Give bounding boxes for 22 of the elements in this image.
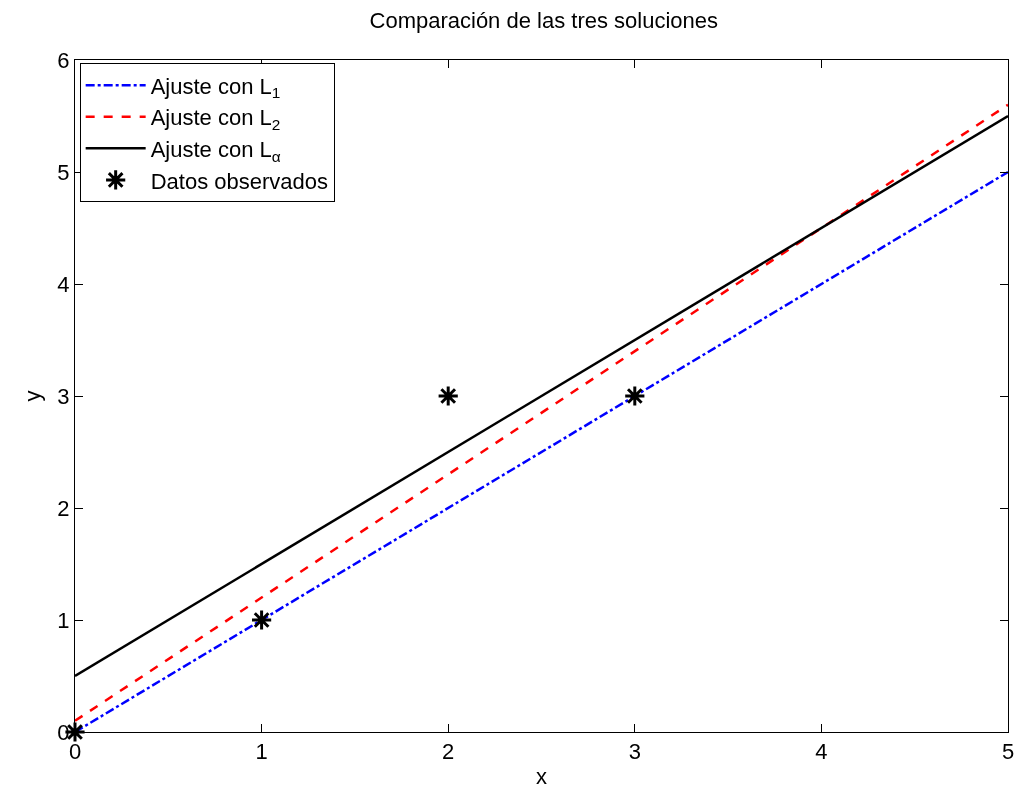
chart-title: Comparación de las tres soluciones [369,7,719,33]
x-tick-label: 5 [1001,739,1015,765]
legend-label: Ajuste con L$_{1}$ [150,73,281,102]
x-tick-label: 4 [815,739,828,765]
y-tick-label: 6 [57,47,70,73]
y-axis-title: y [20,390,46,402]
y-tick-label: 2 [57,495,70,521]
y-tick-label: 1 [57,607,70,633]
point [437,384,460,408]
y-tick-label: 4 [57,271,70,297]
x-tick-label: 2 [442,739,455,765]
legend-label: Ajuste con L$_{2}$ [150,105,281,133]
x-tick-label: 3 [628,739,641,765]
legend-label: Datos observados [150,168,328,194]
legend-label: Ajuste con L$_{α}$ [150,136,281,165]
point [250,608,273,632]
x-axis-title: x [536,764,547,790]
y-tick-label: 5 [57,159,70,185]
x-tick-label: 1 [255,739,268,765]
point [623,384,646,408]
y-tick-label: 0 [57,719,70,745]
y-tick-label: 3 [57,383,70,409]
